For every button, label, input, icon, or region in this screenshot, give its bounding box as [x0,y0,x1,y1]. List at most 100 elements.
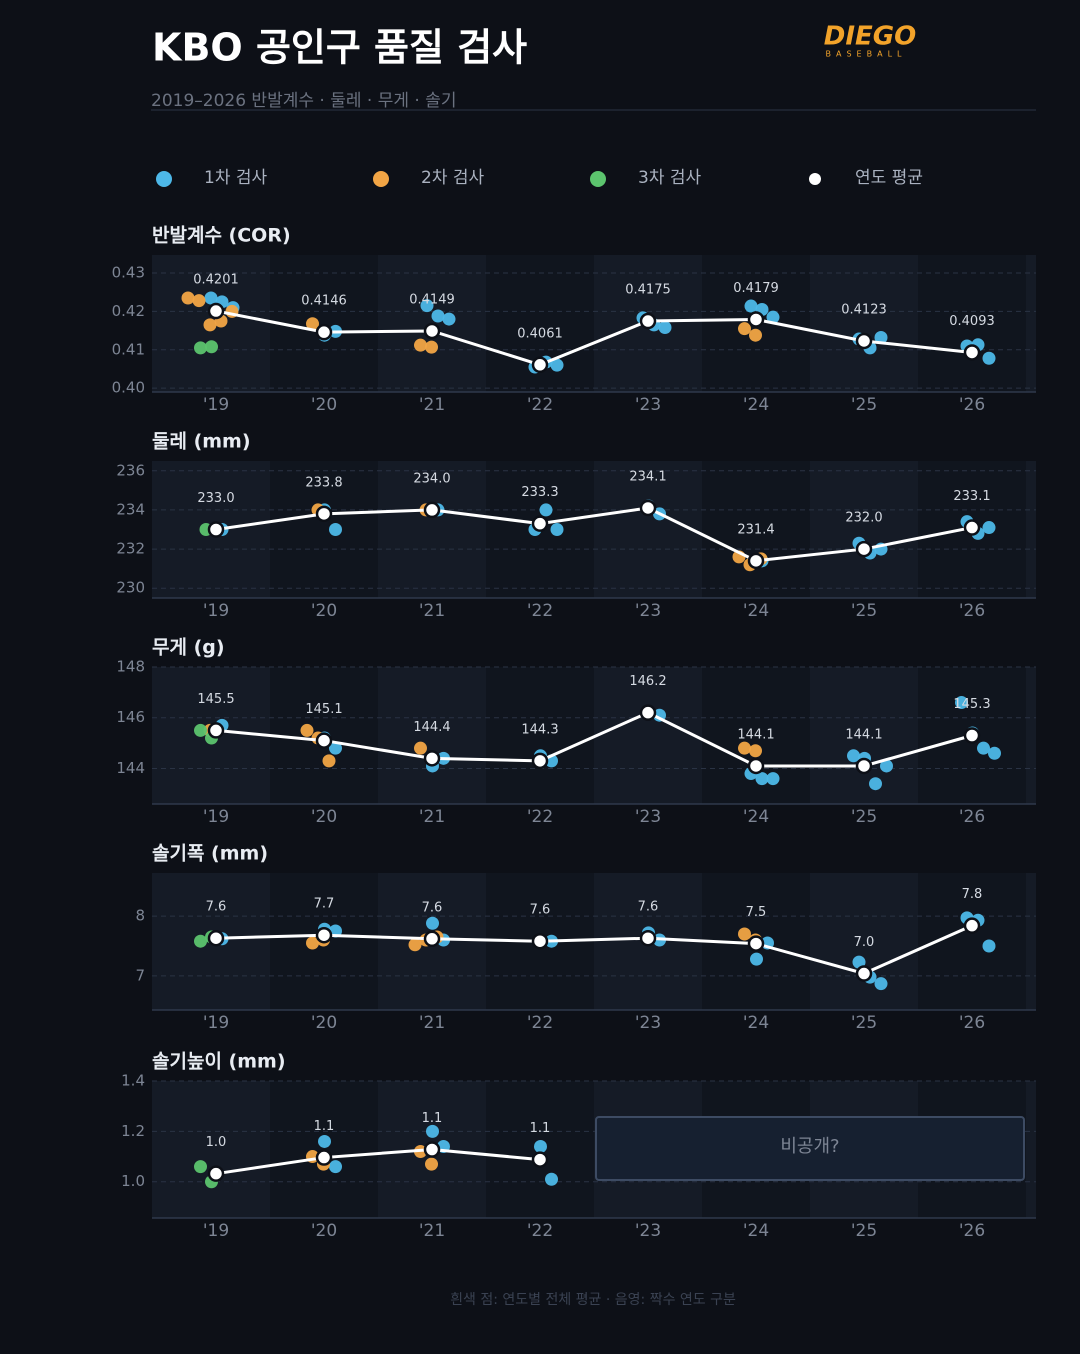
x-tick-label: '22 [527,395,553,415]
legend-label: 연도 평균 [855,168,923,188]
legend-marker [809,173,821,185]
sample-point [874,331,888,345]
x-tick-label: '22 [527,1221,553,1241]
year-band [270,255,378,392]
year-band [378,461,486,598]
value-label: 146.2 [629,674,666,689]
x-tick-label: '24 [743,395,769,415]
sample-point [738,322,751,336]
x-tick-label: '23 [635,395,661,415]
x-tick-label: '21 [419,1221,445,1241]
year-band [594,461,702,598]
subtitle: 2019–2026 반발계수 · 둘레 · 무게 · 솔기 [151,91,456,111]
panel-title: 둘레 (mm) [152,431,251,453]
x-tick-label: '19 [203,807,229,827]
x-tick-label: '19 [203,1221,229,1241]
average-point [423,322,441,340]
average-point [207,722,225,739]
legend-label: 3차 검사 [638,168,701,188]
sample-point [181,291,195,305]
value-label: 0.4201 [193,273,239,288]
y-tick-label: 1.2 [121,1122,145,1140]
y-tick-label: 0.41 [112,340,145,358]
x-tick-label: '24 [743,1013,769,1033]
average-point [315,505,333,523]
sample-point [329,741,342,755]
average-point [315,926,333,944]
value-label: 1.0 [206,1135,227,1150]
y-tick-label: 144 [116,759,145,777]
value-label: 7.8 [962,887,983,902]
average-point [207,302,225,320]
value-label: 7.6 [206,900,227,915]
x-tick-label: '20 [311,601,337,621]
x-tick-label: '25 [851,395,877,415]
x-tick-label: '25 [851,1013,877,1033]
value-label: 144.1 [845,727,882,742]
x-tick-label: '26 [959,807,985,827]
sample-point [766,772,780,786]
sample-point [194,723,207,737]
y-tick-label: 230 [116,579,145,597]
y-tick-label: 234 [116,500,145,518]
value-label: 234.0 [413,471,450,486]
y-tick-label: 232 [116,540,145,558]
average-point [423,501,441,519]
year-band [810,667,918,804]
average-point [963,727,981,744]
sample-point [426,916,439,930]
x-tick-label: '19 [203,601,229,621]
sample-point [431,309,445,323]
sample-point [322,754,336,768]
y-tick-label: 146 [116,708,145,726]
value-label: 145.5 [197,692,234,707]
annotation: 비공개? [780,1136,839,1157]
x-tick-label: '20 [311,395,337,415]
value-label: 233.8 [305,475,342,490]
sample-point [988,746,1001,760]
average-point [963,344,981,361]
sample-point [414,741,427,755]
sample-point [982,939,996,953]
average-point [747,552,765,570]
value-label: 7.7 [314,897,335,912]
average-point [855,757,873,775]
value-label: 0.4175 [625,283,671,298]
x-tick-label: '21 [419,807,445,827]
year-band [378,667,486,804]
sample-point [880,759,893,773]
sample-point [192,294,206,308]
y-tick-label: 1.4 [121,1072,145,1090]
average-point [315,1149,333,1166]
value-label: 0.4146 [301,294,347,309]
sample-point [738,927,751,941]
x-tick-label: '23 [635,1221,661,1241]
sample-point [738,741,751,755]
value-label: 231.4 [737,522,774,537]
sample-point [425,340,438,354]
value-label: 7.6 [422,900,443,915]
y-tick-label: 7 [135,966,145,984]
average-point [531,1151,549,1168]
sample-point [847,749,860,763]
average-point [747,311,765,328]
value-label: 1.1 [422,1111,443,1126]
sample-point [442,312,456,326]
year-band [810,461,918,598]
value-label: 144.1 [737,727,774,742]
sample-point [749,328,762,342]
sample-point [318,1134,331,1148]
average-point [963,519,981,536]
y-tick-label: 236 [116,461,145,479]
sample-point [408,938,422,952]
average-point [639,312,657,330]
value-label: 7.5 [746,905,767,920]
sample-point [550,358,564,372]
x-tick-label: '23 [635,601,661,621]
year-band [810,873,918,1010]
sample-point [545,1172,558,1186]
sample-point [203,318,217,332]
annotation-box [595,1116,1025,1181]
x-tick-label: '26 [959,1013,985,1033]
sample-point [550,523,564,536]
